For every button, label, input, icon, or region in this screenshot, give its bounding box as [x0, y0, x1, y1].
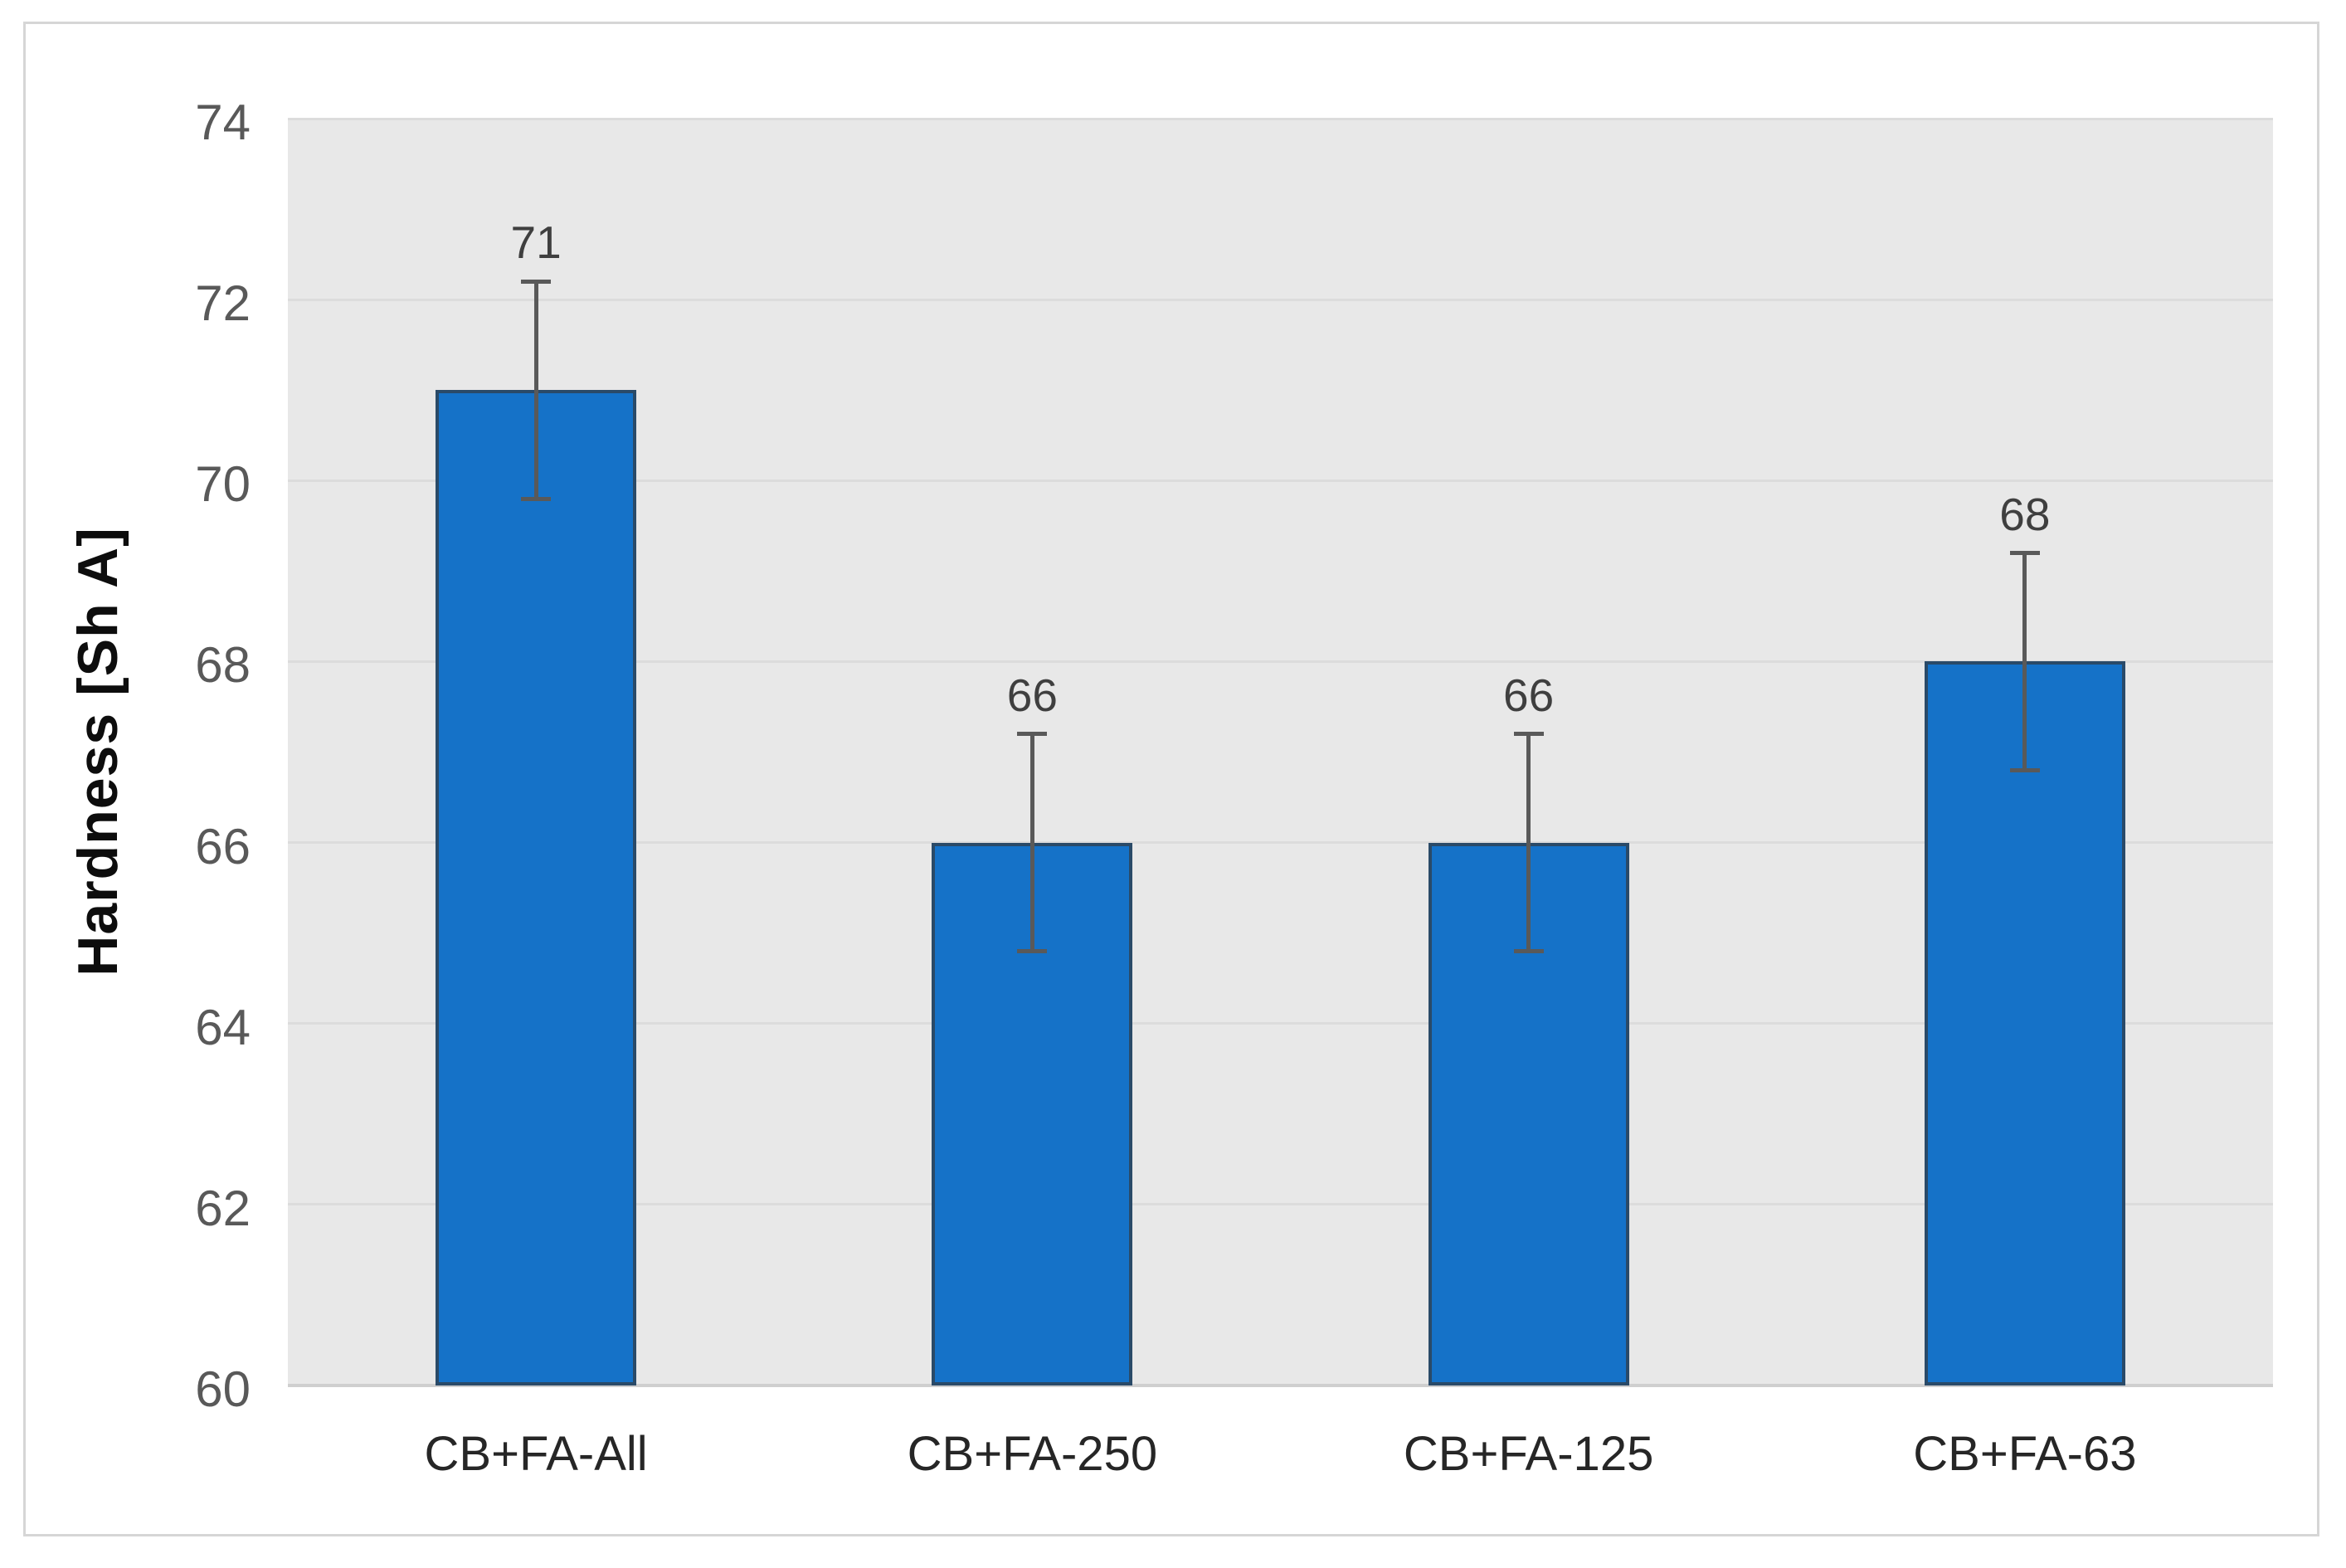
bar	[1924, 661, 2125, 1385]
x-category-label: CB+FA-All	[424, 1427, 648, 1481]
x-category-label: CB+FA-250	[907, 1427, 1158, 1481]
y-tick-label: 64	[195, 999, 251, 1055]
y-tick-label: 74	[195, 95, 251, 150]
bar-value-label: 66	[1006, 669, 1058, 721]
error-bar-cap	[521, 496, 552, 501]
gridline	[288, 298, 2273, 301]
error-bar-cap	[521, 279, 552, 284]
bar-value-label: 71	[510, 217, 562, 269]
gridline	[288, 117, 2273, 120]
error-bar-line	[2022, 553, 2027, 771]
x-axis-line	[288, 1384, 2273, 1387]
y-axis-title: Hardness [Sh A]	[66, 527, 129, 976]
gridline	[288, 660, 2273, 663]
error-bar-cap	[1513, 948, 1544, 953]
error-bar-cap	[2009, 767, 2040, 772]
y-tick-label: 60	[195, 1361, 251, 1417]
y-tick-label: 72	[195, 275, 251, 332]
error-bar-cap	[1017, 732, 1048, 737]
gridline	[288, 1203, 2273, 1206]
y-tick-label: 70	[195, 456, 251, 513]
error-bar-line	[1526, 733, 1531, 952]
error-bar-line	[1029, 733, 1034, 952]
bar-value-label: 66	[1503, 669, 1555, 721]
y-tick-label: 66	[195, 818, 251, 874]
error-bar-cap	[1513, 732, 1544, 737]
error-bar-line	[533, 281, 538, 499]
bar-value-label: 68	[1999, 488, 2051, 540]
gridline	[288, 1022, 2273, 1025]
y-tick-label: 68	[195, 637, 251, 694]
x-category-label: CB+FA-125	[1403, 1427, 1654, 1481]
gridline	[288, 841, 2273, 845]
gridline	[288, 479, 2273, 482]
error-bar-cap	[2009, 551, 2040, 556]
bar	[436, 390, 637, 1385]
error-bar-cap	[1017, 948, 1048, 953]
y-tick-label: 62	[195, 1180, 251, 1236]
x-category-label: CB+FA-63	[1913, 1427, 2137, 1481]
